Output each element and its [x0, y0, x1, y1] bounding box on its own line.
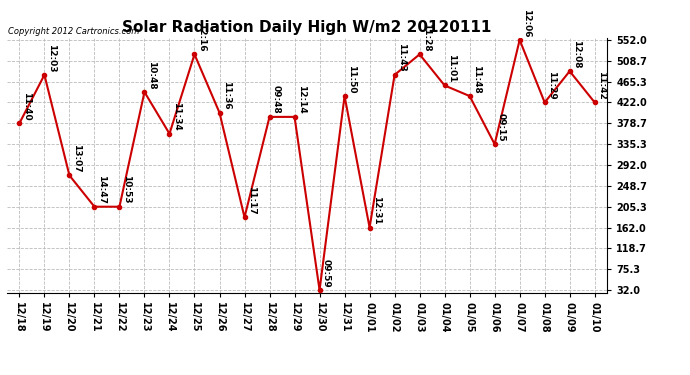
Text: 12:03: 12:03 [47, 44, 56, 72]
Text: 09:15: 09:15 [497, 113, 506, 141]
Text: 12:16: 12:16 [197, 23, 206, 51]
Text: 11:48: 11:48 [472, 64, 481, 93]
Text: 11:28: 11:28 [422, 23, 431, 51]
Text: 12:14: 12:14 [297, 86, 306, 114]
Text: 11:40: 11:40 [22, 92, 31, 120]
Text: Copyright 2012 Cartronics.com: Copyright 2012 Cartronics.com [8, 27, 139, 36]
Text: 11:43: 11:43 [397, 44, 406, 72]
Text: 11:17: 11:17 [247, 186, 256, 214]
Text: 11:36: 11:36 [222, 81, 231, 110]
Text: 11:29: 11:29 [547, 71, 556, 100]
Text: 11:01: 11:01 [447, 54, 456, 83]
Text: 10:48: 10:48 [147, 61, 156, 89]
Title: Solar Radiation Daily High W/m2 20120111: Solar Radiation Daily High W/m2 20120111 [122, 20, 492, 35]
Text: 10:53: 10:53 [122, 176, 131, 204]
Text: 09:59: 09:59 [322, 259, 331, 287]
Text: 11:34: 11:34 [172, 102, 181, 131]
Text: 11:42: 11:42 [597, 71, 606, 100]
Text: 14:47: 14:47 [97, 175, 106, 204]
Text: 11:50: 11:50 [347, 65, 356, 93]
Text: 12:31: 12:31 [372, 196, 381, 225]
Text: 09:48: 09:48 [272, 86, 281, 114]
Text: 13:07: 13:07 [72, 144, 81, 172]
Text: 12:08: 12:08 [572, 40, 581, 68]
Text: 12:06: 12:06 [522, 9, 531, 37]
